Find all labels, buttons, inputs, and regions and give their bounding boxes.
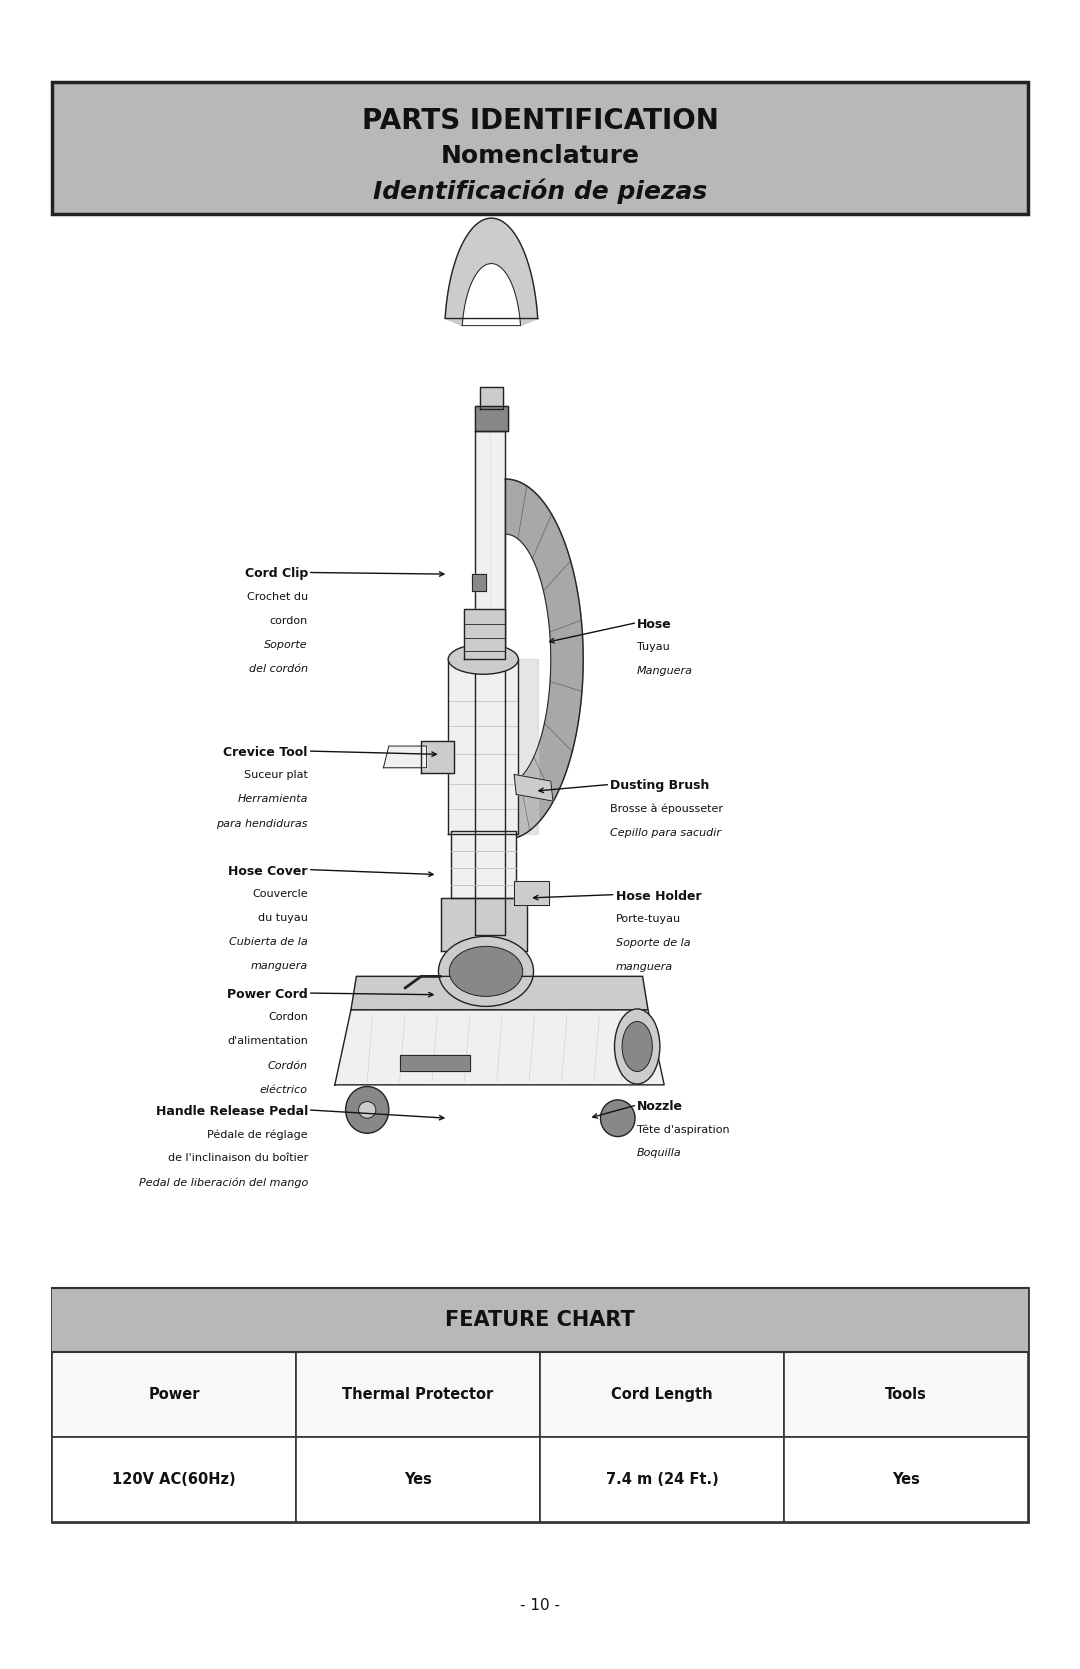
Text: Porte-tuyau: Porte-tuyau: [616, 915, 680, 923]
Text: Soporte: Soporte: [265, 639, 308, 649]
Text: Nozzle: Nozzle: [637, 1100, 684, 1113]
Text: du tuyau: du tuyau: [258, 913, 308, 923]
Text: Brosse à épousseter: Brosse à épousseter: [610, 803, 724, 814]
Text: Pedal de liberación del mango: Pedal de liberación del mango: [138, 1178, 308, 1188]
Text: Cord Length: Cord Length: [611, 1387, 713, 1402]
Polygon shape: [475, 406, 508, 431]
Bar: [296, 1437, 540, 1522]
Text: Power: Power: [148, 1387, 200, 1402]
Polygon shape: [448, 659, 518, 834]
Text: 120V AC(60Hz): 120V AC(60Hz): [112, 1472, 235, 1487]
Polygon shape: [480, 387, 503, 409]
Text: Hose: Hose: [637, 618, 672, 631]
Text: Boquilla: Boquilla: [637, 1148, 681, 1158]
Text: Nomenclature: Nomenclature: [441, 144, 639, 167]
Bar: [784, 1437, 1028, 1522]
Text: manguera: manguera: [616, 961, 673, 971]
Polygon shape: [421, 741, 454, 773]
Text: 7.4 m (24 Ft.): 7.4 m (24 Ft.): [606, 1472, 718, 1487]
Polygon shape: [451, 831, 516, 898]
Text: Cepillo para sacudir: Cepillo para sacudir: [610, 828, 721, 838]
Text: Soporte de la: Soporte de la: [616, 938, 690, 948]
Text: Cordón: Cordón: [268, 1061, 308, 1070]
Ellipse shape: [438, 936, 534, 1006]
Polygon shape: [475, 431, 505, 935]
Bar: [540, 1352, 784, 1437]
Text: - 10 -: - 10 -: [519, 1599, 561, 1612]
Text: Couvercle: Couvercle: [252, 888, 308, 898]
Polygon shape: [505, 479, 583, 840]
Text: d'alimentation: d'alimentation: [227, 1036, 308, 1046]
Ellipse shape: [448, 644, 518, 674]
Text: Hose Holder: Hose Holder: [616, 890, 701, 903]
Polygon shape: [516, 659, 538, 834]
Polygon shape: [514, 881, 549, 905]
Polygon shape: [445, 219, 538, 325]
Text: Thermal Protector: Thermal Protector: [342, 1387, 494, 1402]
Ellipse shape: [622, 1021, 652, 1071]
Polygon shape: [514, 774, 553, 801]
Polygon shape: [472, 574, 486, 591]
Bar: [52, 1437, 296, 1522]
Text: Hose Cover: Hose Cover: [228, 865, 308, 878]
Text: Crochet du: Crochet du: [246, 591, 308, 601]
Text: Cordon: Cordon: [268, 1011, 308, 1021]
Text: Yes: Yes: [404, 1472, 432, 1487]
Text: Cubierta de la: Cubierta de la: [229, 938, 308, 946]
Text: Herramienta: Herramienta: [238, 794, 308, 804]
Text: Cord Clip: Cord Clip: [244, 567, 308, 581]
Bar: [540, 1437, 784, 1522]
Ellipse shape: [346, 1087, 389, 1133]
Ellipse shape: [615, 1008, 660, 1085]
Polygon shape: [464, 609, 505, 659]
Text: Suceur plat: Suceur plat: [244, 769, 308, 779]
Text: FEATURE CHART: FEATURE CHART: [445, 1310, 635, 1330]
Text: cordon: cordon: [270, 616, 308, 626]
Polygon shape: [351, 976, 648, 1010]
Bar: [52, 82, 1028, 214]
Bar: [52, 1352, 296, 1437]
Ellipse shape: [359, 1102, 376, 1118]
Bar: [52, 1288, 1028, 1522]
Polygon shape: [400, 1055, 470, 1071]
Text: eléctrico: eléctrico: [260, 1085, 308, 1095]
Text: Tuyau: Tuyau: [637, 643, 670, 651]
Bar: [784, 1352, 1028, 1437]
Text: Handle Release Pedal: Handle Release Pedal: [156, 1105, 308, 1118]
Bar: [296, 1352, 540, 1437]
Text: Dusting Brush: Dusting Brush: [610, 779, 710, 793]
Text: Tête d'aspiration: Tête d'aspiration: [637, 1125, 730, 1135]
Text: manguera: manguera: [251, 961, 308, 971]
Text: de l'inclinaison du boîtier: de l'inclinaison du boîtier: [167, 1153, 308, 1163]
Text: Power Cord: Power Cord: [227, 988, 308, 1001]
Text: Identificación de piezas: Identificación de piezas: [373, 179, 707, 204]
Text: Manguera: Manguera: [637, 666, 693, 676]
Text: del cordón: del cordón: [248, 664, 308, 674]
Text: Yes: Yes: [892, 1472, 920, 1487]
Polygon shape: [335, 1010, 664, 1085]
Text: PARTS IDENTIFICATION: PARTS IDENTIFICATION: [362, 107, 718, 135]
Text: Pédale de réglage: Pédale de réglage: [207, 1130, 308, 1140]
Polygon shape: [441, 898, 527, 951]
Ellipse shape: [600, 1100, 635, 1137]
Text: para hendiduras: para hendiduras: [216, 818, 308, 828]
Polygon shape: [383, 746, 427, 768]
Ellipse shape: [449, 946, 523, 996]
Text: Tools: Tools: [886, 1387, 927, 1402]
Text: Crevice Tool: Crevice Tool: [224, 746, 308, 759]
Bar: [52, 1288, 1028, 1352]
